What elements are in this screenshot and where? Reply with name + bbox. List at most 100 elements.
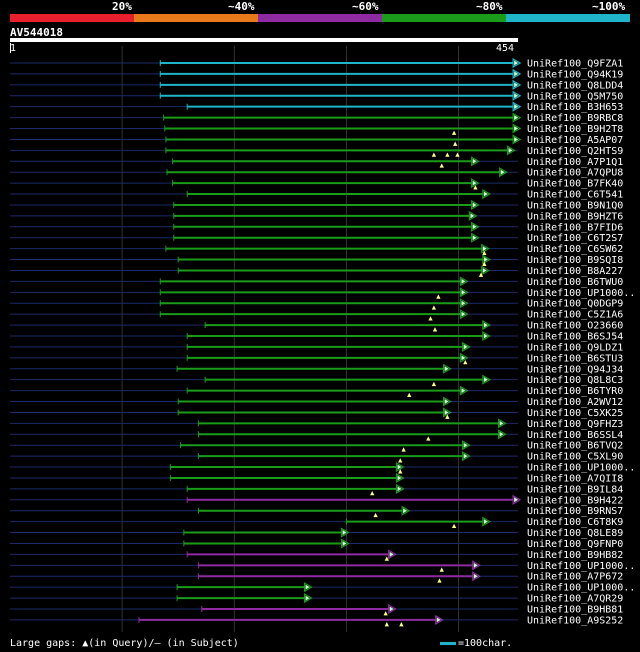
hit-arrow xyxy=(482,320,492,331)
hit-arrow xyxy=(401,505,411,516)
query-gap-marker xyxy=(451,130,457,135)
hit-label: UniRef100_UP1000.. xyxy=(527,288,635,299)
legend-swatch-80 xyxy=(382,14,506,22)
hit-arrow-fill xyxy=(397,486,402,492)
scale-key-swatch xyxy=(440,642,456,645)
legend-label-40: ~40% xyxy=(228,0,255,13)
query-gap-marker xyxy=(428,316,433,321)
hit-arrow-fill xyxy=(483,191,488,197)
hit-arrow xyxy=(512,79,522,90)
hit-arrow xyxy=(512,57,522,69)
hit-label: UniRef100_C5XL90 xyxy=(527,452,623,463)
hit-arrow xyxy=(388,603,397,615)
hit-label: UniRef100_Q8LDD4 xyxy=(527,80,623,91)
legend-label-60: ~60% xyxy=(352,0,379,13)
hit-arrow-fill xyxy=(499,431,504,437)
hit-label: UniRef100_B9HZT6 xyxy=(527,211,623,222)
hit-arrow-fill xyxy=(483,322,488,328)
hit-arrow-fill xyxy=(403,508,408,514)
query-gap-marker xyxy=(478,272,484,277)
hit-arrow xyxy=(395,462,405,473)
hit-arrow xyxy=(512,494,522,505)
hit-label: UniRef100_Q8L8C3 xyxy=(527,375,623,386)
scale-end-label: 454 xyxy=(496,43,515,54)
hit-arrow-fill xyxy=(514,126,519,132)
query-gap-marker xyxy=(482,261,487,266)
hit-arrow xyxy=(471,199,480,210)
hit-arrow-fill xyxy=(483,519,488,525)
hit-arrow xyxy=(462,440,471,451)
query-gap-marker xyxy=(439,567,444,572)
query-gap-marker xyxy=(384,622,389,627)
legend-swatch-40 xyxy=(134,14,258,22)
hit-arrow xyxy=(459,352,469,363)
hit-label: UniRef100_B7FID6 xyxy=(527,222,623,233)
hit-arrow-fill xyxy=(473,573,478,579)
hit-arrow xyxy=(459,276,469,287)
hit-label: UniRef100_Q9FNP0 xyxy=(527,539,623,550)
hit-arrow-fill xyxy=(472,180,477,186)
hit-arrow-fill xyxy=(500,169,505,175)
hit-arrow-fill xyxy=(483,257,488,263)
query-gap-marker xyxy=(473,185,478,190)
hit-arrow xyxy=(482,516,492,527)
hit-arrow-fill xyxy=(473,562,478,568)
hit-arrow-fill xyxy=(463,344,468,350)
hit-label: UniRef100_Q9FZA1 xyxy=(527,59,623,70)
hit-arrow-fill xyxy=(461,300,466,306)
hit-arrow-fill xyxy=(305,595,310,601)
scale-start-label: 1 xyxy=(10,43,17,54)
gaps-legend: Large gaps: ▲(in Query)/– (in Subject) xyxy=(10,638,239,649)
hit-arrow-fill xyxy=(463,442,468,448)
hit-label: UniRef100_B7FK40 xyxy=(527,179,623,190)
scale-start-tick xyxy=(10,43,11,53)
query-gap-marker xyxy=(431,381,437,387)
hit-arrow-fill xyxy=(514,497,519,503)
hit-label: UniRef100_Q94J34 xyxy=(527,364,623,375)
hit-arrow-fill xyxy=(482,246,487,252)
hit-label: UniRef100_UP1000.. xyxy=(527,463,635,474)
hit-arrow-fill xyxy=(514,82,519,88)
hit-arrow xyxy=(482,330,492,342)
legend-swatch-100 xyxy=(506,14,630,22)
hit-label: UniRef100_B9HB82 xyxy=(527,550,623,561)
hit-arrow-fill xyxy=(483,333,488,339)
hit-arrow-fill xyxy=(472,202,477,208)
hit-arrow-fill xyxy=(397,475,402,481)
hit-label: UniRef100_A9S252 xyxy=(527,615,623,626)
query-gap-marker xyxy=(426,436,431,441)
query-gap-marker xyxy=(370,490,375,496)
hit-label: UniRef100_C6SW62 xyxy=(527,244,623,255)
hit-arrow xyxy=(442,396,452,407)
hit-label: UniRef100_B9RNS7 xyxy=(527,506,623,517)
hit-arrow-fill xyxy=(463,453,468,459)
hit-arrow-fill xyxy=(472,224,477,230)
query-id: AV544018 xyxy=(10,26,63,39)
hit-label: UniRef100_B6TWU0 xyxy=(527,277,623,288)
query-gap-marker xyxy=(383,611,388,616)
hit-label: UniRef100_Q2HTS9 xyxy=(527,146,623,157)
hit-arrow xyxy=(512,90,522,101)
query-bar xyxy=(10,38,518,42)
query-gap-marker xyxy=(482,250,487,256)
hit-label: UniRef100_B9H422 xyxy=(527,495,623,506)
hit-arrow xyxy=(435,614,444,625)
hit-arrow xyxy=(340,538,350,549)
hit-label: UniRef100_A7QPU8 xyxy=(527,168,623,179)
hit-arrow-fill xyxy=(482,267,487,273)
hit-arrow-fill xyxy=(470,213,475,219)
hit-label: UniRef100_UP1000.. xyxy=(527,561,635,572)
hit-arrow-fill xyxy=(436,617,441,623)
hit-label: UniRef100_B6TVQ2 xyxy=(527,441,623,452)
query-gap-marker xyxy=(445,414,450,419)
hit-label: UniRef100_Q8LE89 xyxy=(527,528,623,539)
hit-arrow xyxy=(459,287,469,298)
hit-label: UniRef100_B8A227 xyxy=(527,266,623,277)
hit-arrow xyxy=(395,472,405,483)
query-gap-marker xyxy=(437,578,442,583)
hit-label: UniRef100_C6T541 xyxy=(527,190,623,201)
hit-arrow-fill xyxy=(461,311,466,317)
hit-label: UniRef100_A7QII8 xyxy=(527,473,623,484)
hit-arrow-fill xyxy=(461,355,466,361)
